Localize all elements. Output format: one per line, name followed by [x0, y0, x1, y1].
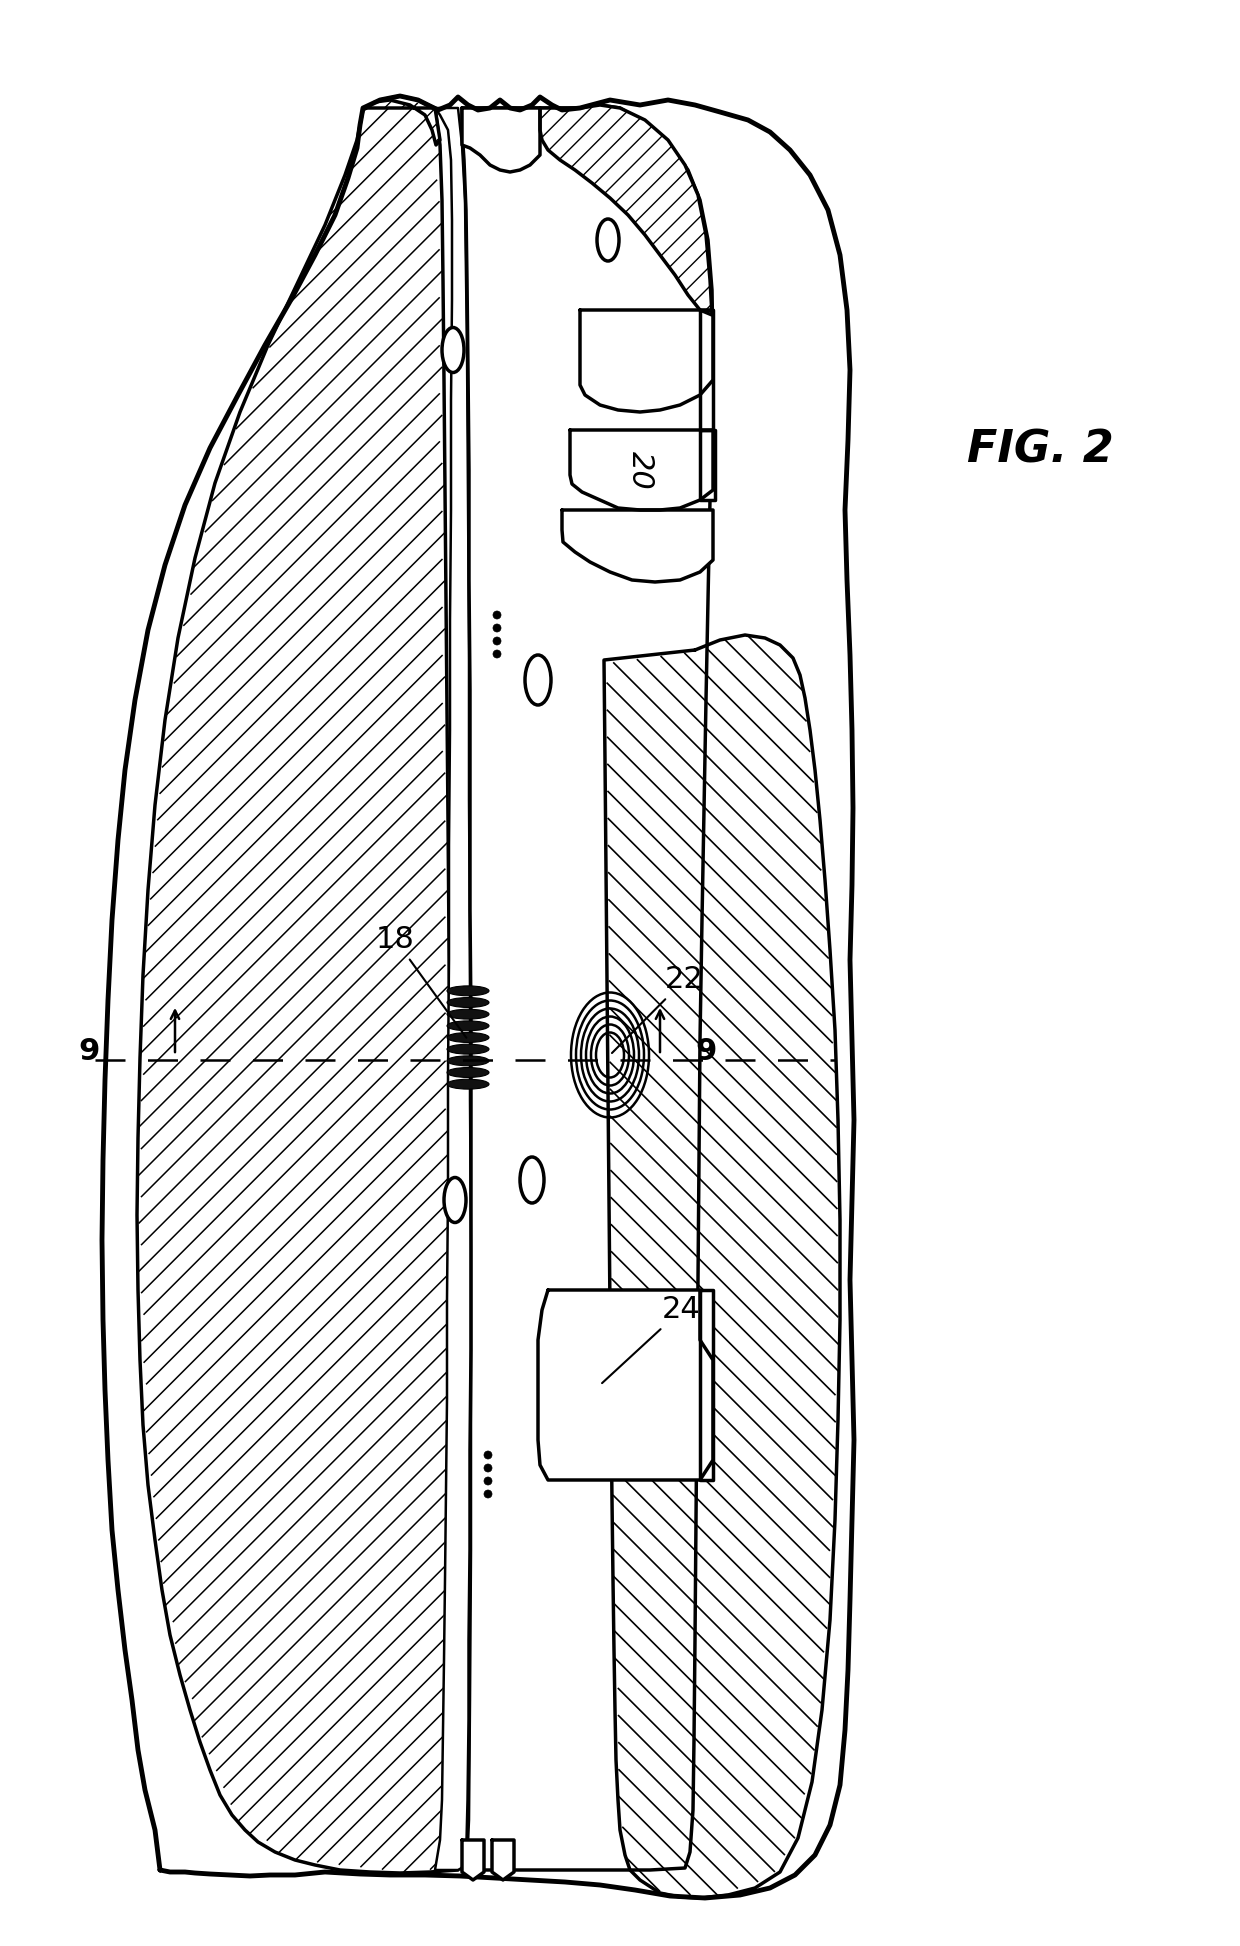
- Ellipse shape: [446, 1045, 489, 1055]
- Ellipse shape: [484, 1452, 492, 1460]
- Polygon shape: [463, 105, 713, 1870]
- Polygon shape: [463, 1841, 484, 1880]
- Ellipse shape: [484, 1463, 492, 1471]
- Ellipse shape: [494, 636, 501, 644]
- Ellipse shape: [446, 1068, 489, 1078]
- Polygon shape: [701, 1290, 713, 1481]
- Text: 20: 20: [625, 451, 655, 488]
- Text: 18: 18: [376, 926, 466, 1037]
- Ellipse shape: [520, 1158, 544, 1203]
- Ellipse shape: [596, 220, 619, 261]
- Ellipse shape: [494, 650, 501, 658]
- Text: FIG. 2: FIG. 2: [967, 428, 1114, 471]
- Ellipse shape: [441, 327, 464, 372]
- Polygon shape: [701, 430, 715, 500]
- Ellipse shape: [446, 1022, 489, 1031]
- Ellipse shape: [446, 998, 489, 1008]
- Polygon shape: [102, 95, 854, 1897]
- Ellipse shape: [494, 611, 501, 619]
- Polygon shape: [463, 107, 539, 171]
- Ellipse shape: [525, 656, 551, 704]
- Ellipse shape: [444, 1177, 466, 1222]
- Text: 22: 22: [613, 965, 704, 1053]
- Polygon shape: [435, 107, 471, 1870]
- Ellipse shape: [446, 1010, 489, 1020]
- Polygon shape: [562, 510, 713, 582]
- Ellipse shape: [446, 1033, 489, 1043]
- Ellipse shape: [494, 625, 501, 632]
- Polygon shape: [136, 95, 458, 1872]
- Text: 9: 9: [78, 1037, 100, 1066]
- Ellipse shape: [446, 1057, 489, 1066]
- Text: 24: 24: [603, 1296, 701, 1384]
- Polygon shape: [570, 430, 713, 510]
- Polygon shape: [539, 105, 712, 315]
- Ellipse shape: [446, 1080, 489, 1090]
- Text: 9: 9: [694, 1037, 717, 1066]
- Polygon shape: [492, 1841, 515, 1880]
- Polygon shape: [363, 99, 440, 146]
- Ellipse shape: [484, 1491, 492, 1498]
- Polygon shape: [538, 1290, 713, 1481]
- Polygon shape: [580, 309, 713, 413]
- Ellipse shape: [484, 1477, 492, 1485]
- Polygon shape: [604, 634, 839, 1897]
- Polygon shape: [701, 309, 713, 430]
- Ellipse shape: [446, 987, 489, 996]
